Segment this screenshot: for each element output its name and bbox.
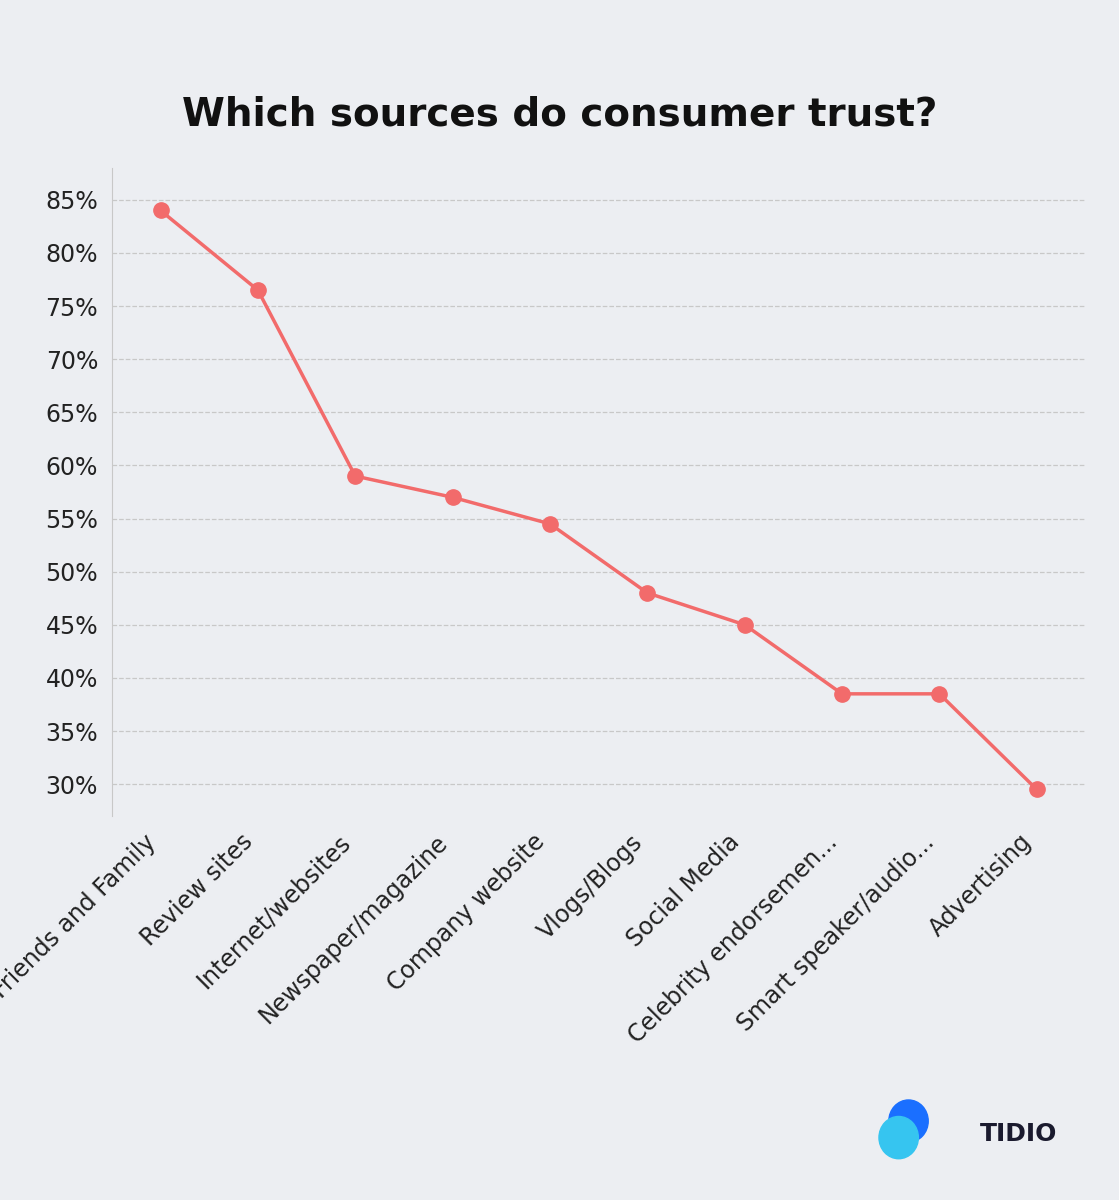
- Circle shape: [888, 1100, 929, 1142]
- Point: [443, 487, 462, 506]
- Point: [1028, 780, 1046, 799]
- Point: [833, 684, 850, 703]
- Point: [638, 583, 656, 602]
- Point: [736, 616, 754, 635]
- Text: TIDIO: TIDIO: [979, 1122, 1057, 1146]
- Point: [542, 515, 560, 534]
- Circle shape: [880, 1116, 919, 1159]
- Point: [347, 467, 365, 486]
- Point: [931, 684, 949, 703]
- Text: Which sources do consumer trust?: Which sources do consumer trust?: [181, 95, 938, 133]
- Point: [152, 200, 170, 220]
- Point: [248, 281, 267, 300]
